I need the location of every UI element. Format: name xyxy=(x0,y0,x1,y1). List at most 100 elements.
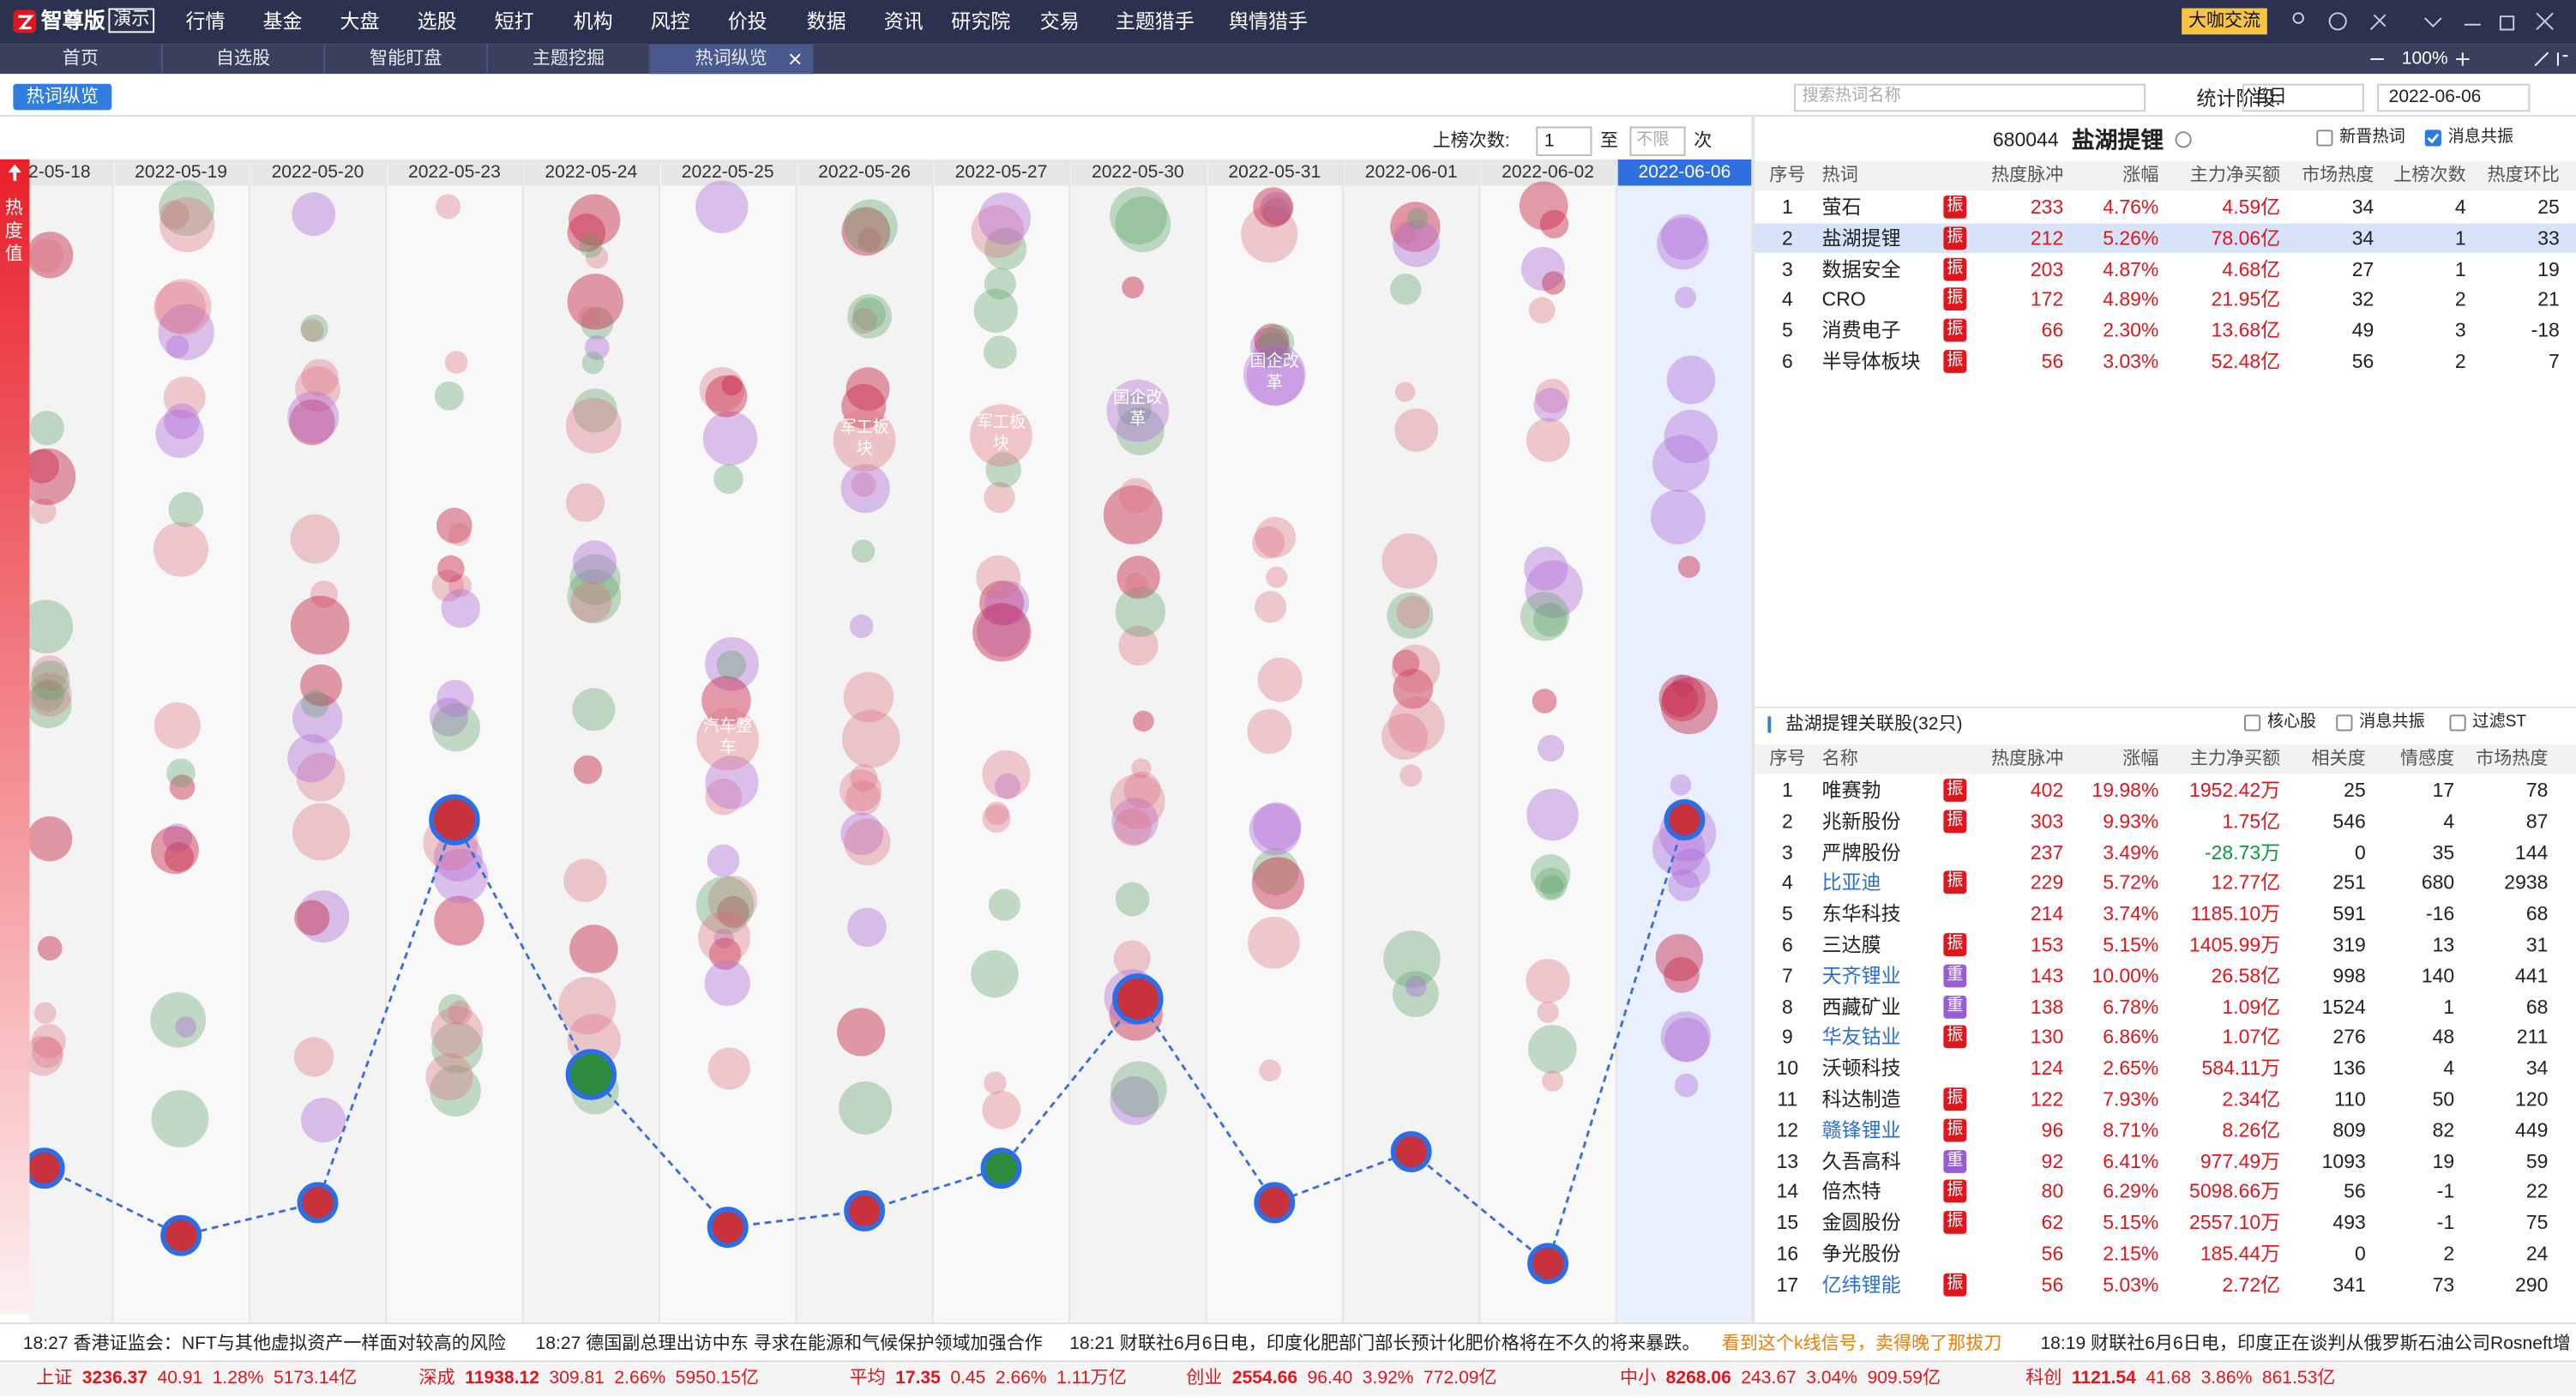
row-cell: 1405.99万 xyxy=(2189,933,2281,957)
hotword-bubble xyxy=(1260,191,1294,226)
expert-button[interactable]: 大咖交流 xyxy=(2182,8,2267,35)
date-header-bg xyxy=(114,159,250,186)
news-item[interactable]: 看到这个k线信号，卖得晚了那拔刀 xyxy=(1721,1334,2002,1354)
tab[interactable] xyxy=(163,44,326,75)
row-name[interactable]: 盐湖提锂 xyxy=(1821,226,1901,250)
date-label[interactable]: 2022-05-18 xyxy=(0,162,91,183)
hotword-bubble xyxy=(30,497,57,524)
tab[interactable] xyxy=(0,44,163,75)
news-item[interactable]: 18:21 财联社6月6日电，印度化肥部门部长预计化肥价格将在不久的将来暴跌。 xyxy=(1069,1334,1700,1354)
hotword-bubble xyxy=(431,1021,484,1074)
date-label[interactable]: 2022-05-25 xyxy=(681,162,774,183)
tab[interactable] xyxy=(650,44,814,75)
checkbox[interactable] xyxy=(2336,714,2353,732)
count-to-input[interactable] xyxy=(1629,126,1686,157)
menu-item[interactable]: 风控 xyxy=(650,9,690,33)
tab[interactable] xyxy=(488,44,651,75)
tab-label[interactable]: 主题挖掘 xyxy=(532,49,605,69)
tab-label[interactable]: 首页 xyxy=(62,49,99,69)
hotword-bubble xyxy=(1393,668,1434,709)
menu-item[interactable]: 机构 xyxy=(573,9,613,33)
row-name[interactable]: 天齐锂业 xyxy=(1821,964,1901,988)
date-picker[interactable] xyxy=(2377,83,2531,112)
menu-item[interactable]: 交易 xyxy=(1039,9,1080,33)
checkbox[interactable] xyxy=(2424,129,2441,147)
menu-item[interactable]: 舆情猎手 xyxy=(1229,9,1309,33)
date-label[interactable]: 2022-06-01 xyxy=(1364,162,1458,183)
row-name[interactable]: 东华科技 xyxy=(1821,902,1901,925)
row-name[interactable]: 倍杰特 xyxy=(1821,1180,1881,1204)
hotword-bubble xyxy=(573,388,617,433)
menu-item[interactable]: 选股 xyxy=(417,9,457,33)
row-name[interactable]: 华友钴业 xyxy=(1821,1026,1901,1050)
date-label[interactable]: 2022-05-27 xyxy=(954,162,1048,183)
menu-item[interactable]: 主题猎手 xyxy=(1115,9,1195,33)
row-cell: 33 xyxy=(2537,226,2560,250)
hotword-bubble xyxy=(159,180,215,237)
news-item[interactable]: 18:19 财联社6月6日电，印度正在谈判从俄罗斯石油公司Rosneft增 xyxy=(2040,1334,2571,1354)
date-label[interactable]: 2022-05-31 xyxy=(1228,162,1321,183)
checkbox[interactable] xyxy=(2449,714,2466,732)
row-name[interactable]: 数据安全 xyxy=(1821,257,1901,280)
row-name[interactable]: 金圆股份 xyxy=(1821,1211,1901,1235)
row-name[interactable]: 严牌股份 xyxy=(1821,840,1901,864)
row-name[interactable]: 赣锋锂业 xyxy=(1821,1118,1901,1142)
hotword-bubble xyxy=(1664,1017,1710,1063)
hotword-bubble xyxy=(1390,202,1441,252)
date-label[interactable]: 2022-05-23 xyxy=(407,162,501,183)
hotword-bubble xyxy=(1131,758,1152,779)
row-name[interactable]: 久吾高科 xyxy=(1821,1149,1901,1173)
search-box[interactable] xyxy=(1794,83,2146,112)
view-button[interactable]: 热词纵览 xyxy=(13,83,112,111)
row-selected[interactable] xyxy=(1754,223,2576,253)
tab[interactable] xyxy=(325,44,488,75)
menu-item[interactable]: 行情 xyxy=(185,9,226,33)
date-label[interactable]: 2022-05-19 xyxy=(135,162,228,183)
news-item[interactable]: 18:27 德国副总理出访中东 寻求在能源和气候保护领域加强合作 xyxy=(535,1334,1043,1354)
menu-item[interactable]: 资讯 xyxy=(883,9,924,33)
menu-item[interactable]: 价投 xyxy=(727,9,767,33)
row-name[interactable]: 沃顿科技 xyxy=(1821,1057,1901,1081)
row-name[interactable]: 比亚迪 xyxy=(1821,871,1881,894)
menu-item[interactable]: 数据 xyxy=(806,9,846,33)
date-label[interactable]: 2022-06-02 xyxy=(1502,162,1594,183)
row-name[interactable]: 科达制造 xyxy=(1821,1087,1901,1111)
row-name[interactable]: 兆新股份 xyxy=(1821,810,1901,833)
row-name[interactable]: 争光股份 xyxy=(1821,1242,1901,1266)
hotword-bubble xyxy=(293,1037,334,1077)
hotword-bubble xyxy=(841,383,887,429)
period-select[interactable] xyxy=(2242,83,2364,112)
checkbox[interactable] xyxy=(2316,129,2333,147)
index-value: 5173.14亿 xyxy=(273,1368,358,1388)
tab-label[interactable]: 智能盯盘 xyxy=(370,49,442,69)
hotword-bubble xyxy=(567,274,623,330)
date-label[interactable]: 2022-05-24 xyxy=(545,162,638,183)
tab-label[interactable]: 热词纵览 xyxy=(695,49,767,69)
date-label[interactable]: 2022-05-30 xyxy=(1091,162,1184,183)
news-item[interactable]: 18:27 香港证监会：NFT与其他虚拟资产一样面对较高的风险 xyxy=(22,1334,507,1354)
row-name[interactable]: 三达膜 xyxy=(1821,933,1881,957)
menu-item[interactable]: 大盘 xyxy=(340,9,380,33)
row-name[interactable]: CRO xyxy=(1821,288,1866,311)
row-name[interactable]: 唯赛勃 xyxy=(1821,779,1881,802)
column-header: 序号 xyxy=(1769,166,1806,186)
row-cell: -18 xyxy=(2531,319,2560,342)
row-name[interactable]: 西藏矿业 xyxy=(1821,995,1901,1019)
hotword-bubble xyxy=(852,539,876,563)
row-name[interactable]: 半导体板块 xyxy=(1821,350,1921,373)
count-from-input[interactable] xyxy=(1536,126,1592,157)
row-name[interactable]: 亿纬锂能 xyxy=(1821,1273,1901,1297)
menu-item[interactable]: 基金 xyxy=(262,9,303,33)
row-name[interactable]: 萤石 xyxy=(1821,195,1862,219)
date-label[interactable]: 2022-06-06 xyxy=(1638,162,1731,183)
row-cell: 1.07亿 xyxy=(2222,1026,2281,1050)
menu-item[interactable]: 短打 xyxy=(494,9,534,33)
date-label[interactable]: 2022-05-26 xyxy=(818,162,911,183)
menu-item[interactable]: 研究院 xyxy=(951,9,1011,33)
row-name[interactable]: 消费电子 xyxy=(1821,319,1901,342)
row-cell: 1.09亿 xyxy=(2222,995,2281,1019)
date-label[interactable]: 2022-05-20 xyxy=(271,162,364,183)
checkbox[interactable] xyxy=(2244,714,2261,732)
date-header-bg xyxy=(1344,159,1480,186)
tab-label[interactable]: 自选股 xyxy=(215,49,271,69)
